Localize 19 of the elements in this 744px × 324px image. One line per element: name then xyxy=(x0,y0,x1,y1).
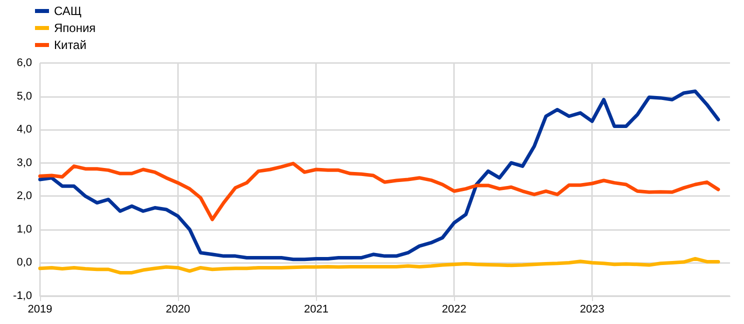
y-tick-label: 5,0 xyxy=(16,90,32,102)
y-tick-label: 1,0 xyxy=(16,223,32,236)
x-tick-label: 2021 xyxy=(304,304,328,316)
legend-label: САЩ xyxy=(54,4,82,18)
x-tick-label: 2022 xyxy=(442,304,466,316)
line-series xyxy=(38,90,720,262)
x-tick-label: 2020 xyxy=(166,304,190,316)
y-tick-label: -1,0 xyxy=(13,290,32,302)
y-tick-label: 0,0 xyxy=(16,256,32,269)
legend-label: Китай xyxy=(54,38,86,52)
y-tick-label: 4,0 xyxy=(16,124,32,136)
y-tick-label: 3,0 xyxy=(16,156,32,169)
x-tick-label: 2023 xyxy=(580,304,604,316)
line-series xyxy=(38,256,720,274)
line-series xyxy=(38,162,720,222)
x-tick-label: 2019 xyxy=(28,304,52,316)
y-tick-label: 2,0 xyxy=(16,190,32,202)
y-tick-label: 6,0 xyxy=(16,57,32,69)
legend-label: Япония xyxy=(54,21,96,35)
